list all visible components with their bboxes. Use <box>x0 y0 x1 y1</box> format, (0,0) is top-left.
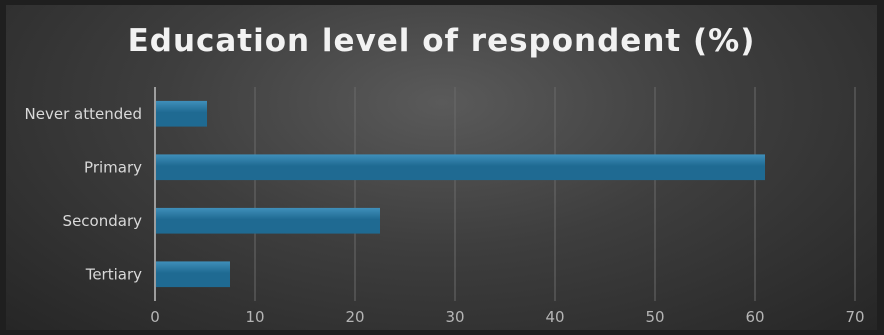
x-tick-label: 70 <box>845 308 864 326</box>
bar <box>156 207 380 234</box>
x-tick-label: 30 <box>445 308 464 326</box>
bar <box>156 154 765 181</box>
x-tick-label: 20 <box>345 308 364 326</box>
bar-chart-plot: 0 10 20 30 40 50 60 70 Never attended Primary Seco… <box>25 87 865 326</box>
category-label: Tertiary <box>85 265 142 283</box>
category-label: Secondary <box>63 212 143 230</box>
category-label: Primary <box>84 158 142 176</box>
x-tick-label: 60 <box>745 308 764 326</box>
x-tick-label: 0 <box>150 308 160 326</box>
chart-title: Education level of respondent (%) <box>127 23 756 59</box>
bars <box>156 100 765 288</box>
x-tick-label: 50 <box>645 308 664 326</box>
category-label: Never attended <box>25 105 142 123</box>
labels: 0 10 20 30 40 50 60 70 Never attended Primary Seco… <box>25 105 865 326</box>
x-tick-label: 10 <box>245 308 264 326</box>
x-tick-label: 40 <box>545 308 564 326</box>
gridlines <box>254 87 856 301</box>
chart-container: Education level of respondent (%) 0 10 20 3… <box>6 5 877 330</box>
bar <box>156 100 207 127</box>
bar <box>156 261 230 288</box>
